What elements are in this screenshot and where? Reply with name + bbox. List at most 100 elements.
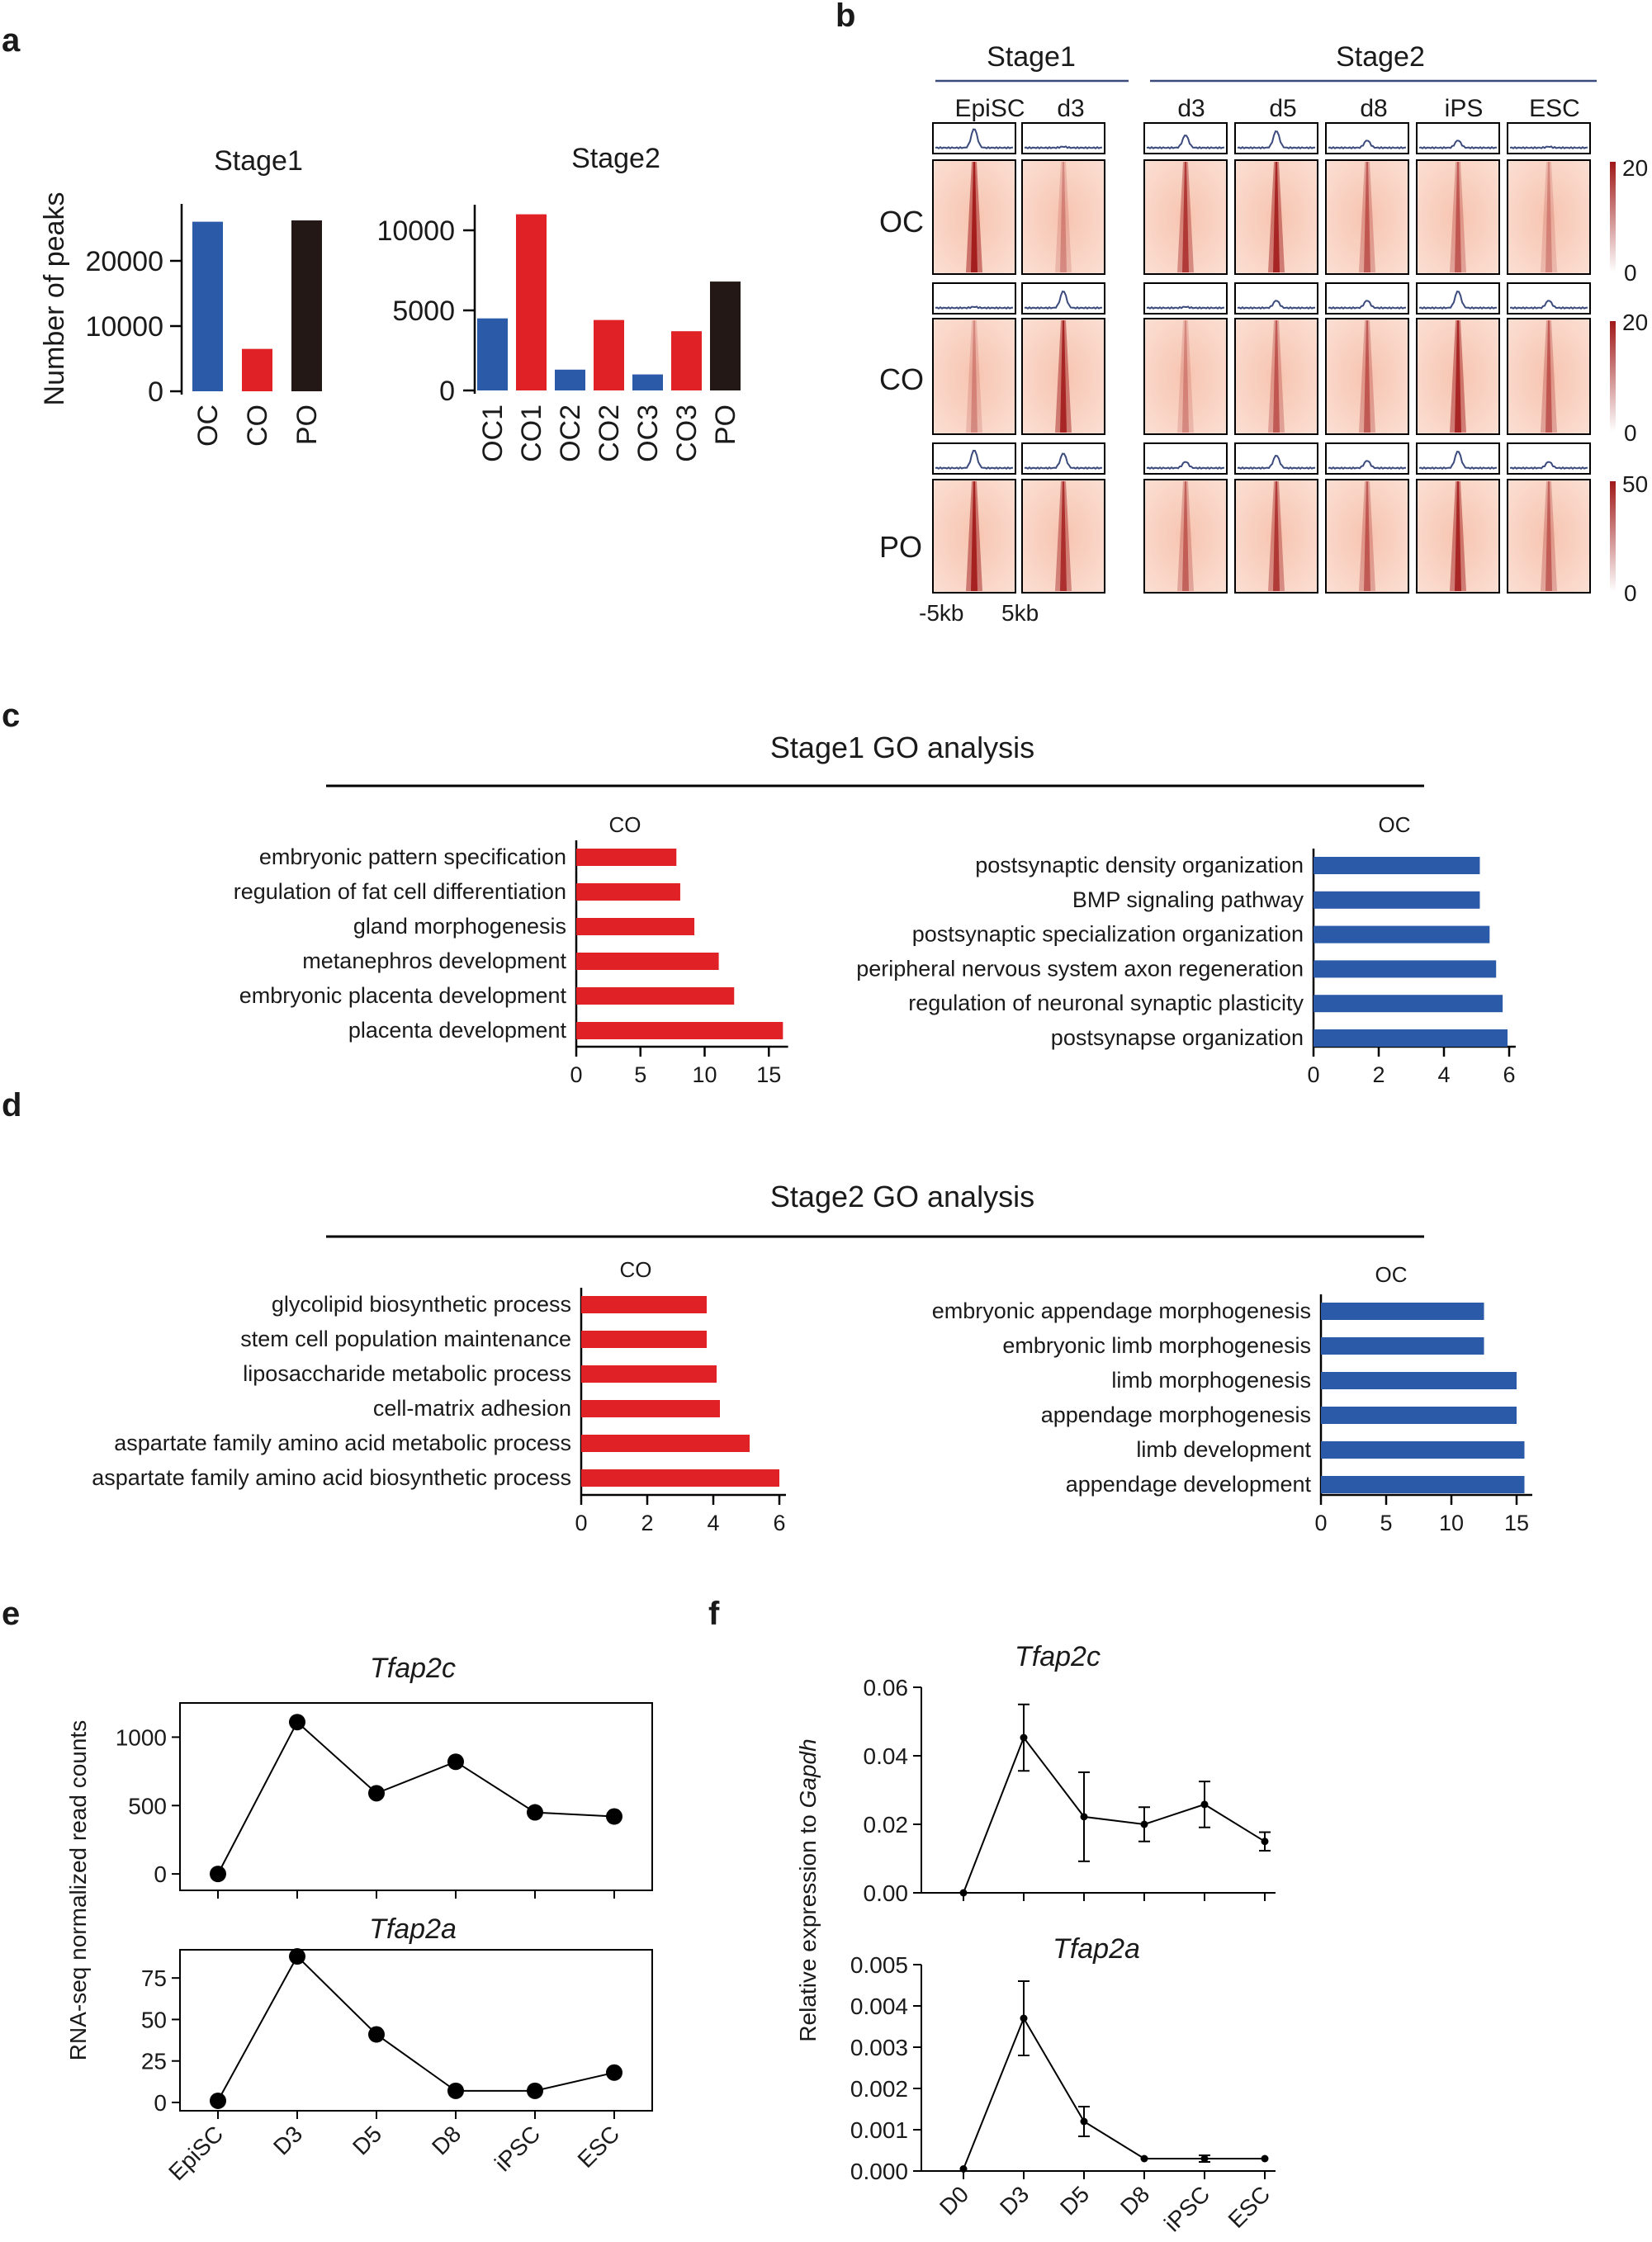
bar-oc2: [555, 369, 585, 390]
y-tick-label: 0.003: [850, 2035, 908, 2060]
x-tick-label-d0: D0: [935, 2181, 973, 2220]
y-tick-label: 50: [141, 2007, 167, 2032]
y-tick-label: 0: [148, 376, 163, 408]
signal-profile-line: [1146, 461, 1225, 471]
color-scale-co: [1610, 321, 1616, 432]
heatmap-cell-po-ips: [1416, 442, 1500, 594]
bar-aspartate-family-amino-acid-metabolic-process: [581, 1435, 750, 1452]
y-tick-label: 5000: [392, 296, 455, 327]
signal-profile-line: [935, 128, 1014, 150]
heatmap-cell-oc-ips: [1416, 122, 1500, 275]
heatmap-cell-oc-d3-stage1: [1021, 122, 1105, 275]
bar-oc3: [632, 374, 663, 390]
signal-profile-line: [1024, 452, 1103, 471]
y-tick-label: 0.004: [850, 1994, 908, 2019]
bar-co2: [594, 319, 624, 390]
category-label: appendage development: [1066, 1472, 1312, 1497]
data-point-d8: [447, 2082, 464, 2099]
y-tick-label: 0: [439, 376, 455, 407]
profile-box: [1416, 122, 1500, 154]
bar-co: [242, 348, 272, 391]
heatmap-signal-core: [1182, 320, 1189, 433]
scale-max-oc: 20: [1622, 155, 1648, 181]
profile-box: [1143, 122, 1228, 154]
heatmap-signal-core: [1545, 162, 1552, 272]
signal-profile-line: [1328, 140, 1407, 150]
bar-co3: [671, 331, 702, 390]
plot-frame: [179, 1949, 653, 2112]
panel-letter-b: b: [835, 0, 855, 34]
y-tick-label: 0.04: [864, 1743, 909, 1769]
heatmap-signal-core: [1455, 481, 1461, 591]
data-point-d8: [1140, 2154, 1148, 2163]
heatmap-cell-co-esc: [1507, 282, 1591, 435]
signal-profile-line: [935, 305, 1014, 310]
data-point-ipsc: [1200, 2154, 1209, 2163]
y-tick-label: 0.005: [850, 1952, 908, 1978]
panel-letter-c: c: [2, 698, 20, 734]
series-line: [217, 1955, 615, 2102]
x-tick-label: 6: [773, 1511, 785, 1535]
data-point-esc: [606, 2064, 622, 2081]
heatmap-cell-oc-d3-stage2: [1143, 122, 1228, 275]
heatmap-cell-co-d8: [1325, 282, 1409, 435]
x-tick-label-episc: EpiSC: [163, 2121, 228, 2185]
bar-oc: [192, 221, 223, 391]
panel-f-tfap2a-chart: Tfap2a 0.000 0.001 0.002 0.003 0.004 0.005 D0 D3…: [850, 1933, 1276, 2236]
data-point-esc: [606, 1808, 622, 1825]
heatmap-box: [1021, 159, 1105, 275]
category-label: postsynaptic specialization organization: [912, 922, 1304, 947]
category-label: limb morphogenesis: [1111, 1368, 1311, 1393]
heatmap-signal-core: [1182, 481, 1189, 591]
heatmap-box: [932, 318, 1016, 435]
category-label: embryonic limb morphogenesis: [1002, 1333, 1311, 1358]
y-tick-label: 1000: [116, 1724, 167, 1750]
y-tick-label: 20000: [85, 246, 163, 277]
chart-title: Tfap2c: [370, 1653, 456, 1684]
data-point-d3: [1020, 2014, 1028, 2022]
bar-regulation-of-fat-cell-differentiation: [576, 883, 680, 901]
profile-box: [1021, 122, 1105, 154]
signal-profile-line: [1146, 135, 1225, 150]
profile-box: [1325, 442, 1409, 475]
scale-max-co: 20: [1622, 310, 1648, 335]
bar-co1: [516, 214, 547, 390]
heatmap-cell-oc-esc: [1507, 122, 1591, 275]
x-tick-label-d3: D3: [995, 2181, 1034, 2220]
bar-limb-morphogenesis: [1321, 1372, 1517, 1389]
profile-box: [1234, 122, 1318, 154]
bar-appendage-development: [1321, 1476, 1525, 1493]
x-tick-label-d8: D8: [427, 2121, 466, 2159]
heatmap-signal-core: [1273, 162, 1280, 272]
heatmap-signal-halo: [1177, 320, 1194, 433]
data-point-esc: [1261, 1838, 1269, 1846]
heatmap-signal-halo: [966, 320, 982, 433]
heatmap-signal-core: [1273, 320, 1280, 433]
series-line: [963, 2016, 1265, 2169]
heatmap-cell-co-d3-stage1: [1021, 282, 1105, 435]
bar-bmp-signaling-pathway: [1314, 891, 1480, 909]
heatmap-signal-core: [1364, 162, 1370, 272]
x-tick-label-po: PO: [710, 404, 741, 445]
profile-box: [932, 282, 1016, 315]
signal-profile-line: [1509, 300, 1588, 310]
category-label: placenta development: [348, 1018, 567, 1043]
x-tick-label-oc3: OC3: [632, 404, 664, 462]
category-label: embryonic placenta development: [239, 983, 567, 1008]
bar-aspartate-family-amino-acid-biosynthetic-process: [581, 1469, 779, 1487]
signal-profile-line: [1328, 300, 1407, 310]
y-tick-label: 0: [154, 1861, 167, 1887]
stage1-go-title: Stage1 GO analysis: [770, 731, 1034, 764]
x-tick-label: 2: [1372, 1062, 1385, 1087]
y-tick-label: 10000: [376, 215, 455, 247]
bar-limb-development: [1321, 1441, 1525, 1459]
heatmap-signal-halo: [1541, 162, 1557, 272]
x-tick-label: 4: [707, 1511, 719, 1535]
profile-box: [932, 122, 1016, 154]
signal-profile-line: [1237, 300, 1316, 310]
y-tick-label: 0.02: [864, 1812, 909, 1838]
category-label: aspartate family amino acid biosynthetic…: [92, 1465, 571, 1490]
chart-subtitle: OC: [1379, 812, 1411, 837]
f-y-axis-label: Relative expression to Gapdh: [795, 1738, 821, 2041]
data-point-ipsc: [527, 1804, 543, 1821]
